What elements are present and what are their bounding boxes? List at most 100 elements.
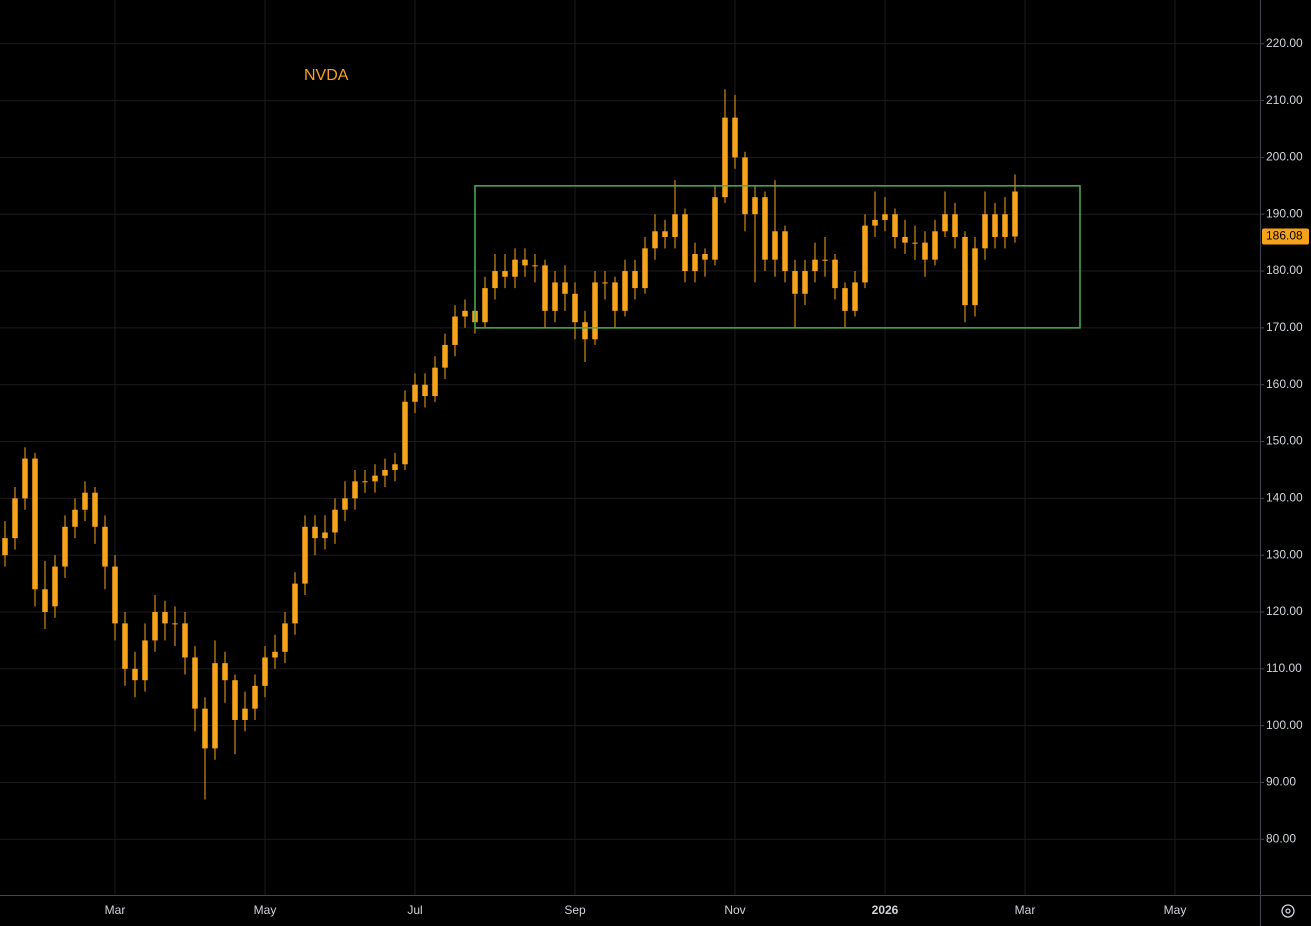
candle-body <box>802 271 808 294</box>
candle-body <box>372 475 378 482</box>
candle-body <box>12 498 18 539</box>
candle-body <box>322 532 328 539</box>
candle-body <box>232 680 238 720</box>
candle-body <box>1012 191 1018 237</box>
candle-body <box>262 657 268 686</box>
candle-body <box>62 526 68 567</box>
candle-body <box>852 282 858 311</box>
y-tick-label: 80.00 <box>1266 831 1296 845</box>
candle-body <box>312 526 318 539</box>
candle-body <box>502 271 508 277</box>
y-tick-label: 120.00 <box>1266 604 1303 618</box>
candle-body <box>32 458 38 590</box>
candle-body <box>912 242 918 244</box>
settings-button[interactable] <box>1281 904 1295 918</box>
candle-body <box>392 464 398 470</box>
candle-body <box>242 708 248 720</box>
candle-body <box>222 663 228 681</box>
candle-body <box>172 623 178 625</box>
y-tick-label: 150.00 <box>1266 434 1303 448</box>
candle-body <box>122 623 128 669</box>
candle-body <box>872 219 878 226</box>
candle-body <box>72 509 78 527</box>
settings-icon-center[interactable] <box>1285 908 1291 914</box>
candle-body <box>572 293 578 323</box>
candle-body <box>792 271 798 294</box>
candle-body <box>452 316 458 345</box>
candle-body <box>272 651 278 658</box>
candle-body <box>252 685 258 709</box>
candle-body <box>732 117 738 158</box>
candle-body <box>932 231 938 260</box>
candle-body <box>442 344 448 368</box>
candle-body <box>402 401 408 465</box>
candle-body <box>52 566 58 607</box>
candle-body <box>532 265 538 267</box>
candle-body <box>182 623 188 658</box>
x-tick-label: Sep <box>564 903 586 917</box>
candle-body <box>22 458 28 499</box>
candle-body <box>522 259 528 266</box>
x-tick-label: Mar <box>105 903 126 917</box>
candle-body <box>942 214 948 232</box>
candle-body <box>822 259 828 261</box>
candle-body <box>552 282 558 311</box>
candle-body <box>512 259 518 277</box>
chart-title: NVDA <box>304 67 349 84</box>
candle-body <box>152 612 158 641</box>
settings-icon[interactable] <box>1281 904 1295 918</box>
x-tick-label: May <box>1164 903 1187 917</box>
y-tick-label: 200.00 <box>1266 150 1303 164</box>
candle-body <box>682 214 688 272</box>
y-tick-label: 220.00 <box>1266 36 1303 50</box>
candle-body <box>342 498 348 510</box>
candle-body <box>82 492 88 510</box>
grid <box>0 0 1260 895</box>
candle-body <box>362 481 368 483</box>
candle-body <box>712 197 718 260</box>
candle-body <box>202 708 208 749</box>
candle-body <box>332 509 338 533</box>
x-tick-label: May <box>254 903 277 917</box>
y-tick-label: 100.00 <box>1266 718 1303 732</box>
candle-body <box>542 265 548 311</box>
range-box <box>474 185 1081 329</box>
candle-body <box>92 492 98 527</box>
last-price-label: 186.08 <box>1266 229 1303 243</box>
candle-body <box>622 271 628 311</box>
y-tick-label: 160.00 <box>1266 377 1303 391</box>
candle-body <box>692 254 698 272</box>
y-tick-label: 190.00 <box>1266 206 1303 220</box>
candle-body <box>842 288 848 311</box>
y-tick-label: 140.00 <box>1266 491 1303 505</box>
candle-body <box>982 214 988 249</box>
candle-body <box>112 566 118 624</box>
candle-body <box>192 657 198 709</box>
candle-body <box>812 259 818 272</box>
candle-body <box>752 197 758 215</box>
y-tick-label: 180.00 <box>1266 263 1303 277</box>
y-tick-label: 110.00 <box>1266 661 1302 675</box>
candle-body <box>892 214 898 237</box>
candle-body <box>1002 214 1008 237</box>
candle-body <box>102 526 108 567</box>
x-tick-label: Mar <box>1015 903 1036 917</box>
candle-body <box>352 481 358 499</box>
candle-body <box>992 214 998 237</box>
y-tick-label: 170.00 <box>1266 320 1303 334</box>
candle-body <box>862 225 868 283</box>
candle-body <box>762 197 768 260</box>
candle-body <box>582 322 588 340</box>
candle-body <box>972 248 978 306</box>
candle-body <box>412 384 418 402</box>
x-tick-label: 2026 <box>872 903 899 917</box>
candle-body <box>302 526 308 584</box>
candle-body <box>882 214 888 220</box>
candle-body <box>642 248 648 289</box>
candle-body <box>672 214 678 237</box>
plot <box>2 89 1081 800</box>
candle-body <box>652 231 658 249</box>
candle-body <box>772 231 778 260</box>
